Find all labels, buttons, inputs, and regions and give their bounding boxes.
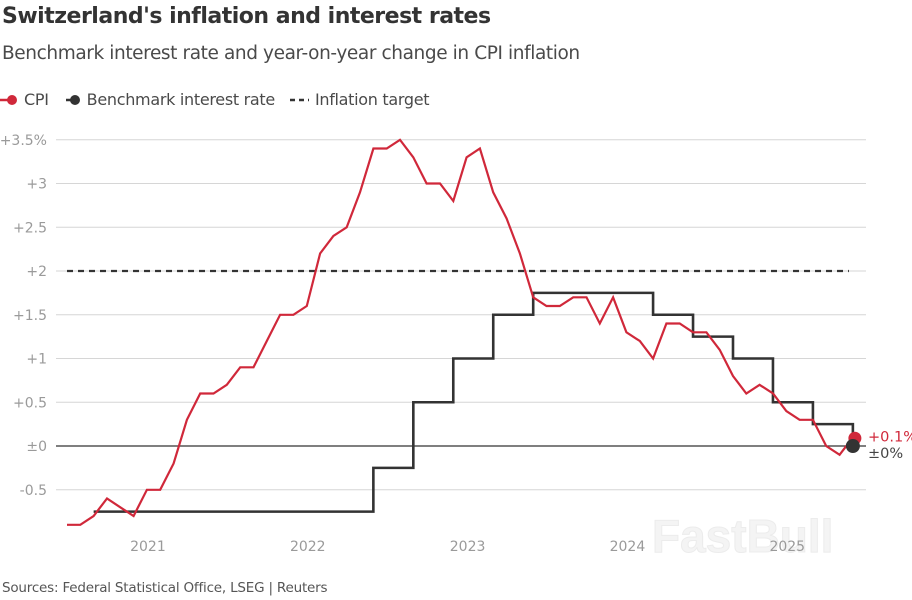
y-tick-label: +2 (26, 264, 47, 280)
y-tick-label: +3.5% (0, 133, 47, 149)
benchmark-rate-line (93, 291, 855, 513)
legend-label-benchmark-rate: Benchmark interest rate (86, 90, 276, 109)
legend-item-benchmark-rate: Benchmark interest rate (63, 90, 275, 109)
x-tick-label: 2021 (130, 539, 166, 555)
source-note: Sources: Federal Statistical Office, LSE… (2, 580, 328, 596)
x-tick-label: 2022 (290, 539, 326, 555)
x-tick-label: 2023 (450, 539, 486, 555)
y-tick-label: +1.5 (13, 308, 47, 324)
chart-title: Switzerland's inflation and interest rat… (2, 4, 491, 29)
watermark: FastBull (652, 510, 834, 563)
x-axis-ticks: 2021 2022 2023 2024 2025 (130, 539, 805, 555)
cpi-series (66, 138, 854, 526)
legend-item-cpi: CPI (0, 90, 49, 109)
y-tick-label: +3 (26, 177, 47, 193)
gridlines (56, 139, 866, 491)
legend-item-inflation-target: Inflation target (289, 90, 430, 109)
rate-line-dot-icon (65, 94, 80, 105)
cpi-end-label: +0.1% (868, 429, 912, 445)
legend: CPI Benchmark interest rate Inflation ta… (0, 90, 443, 109)
benchmark-rate-series (93, 291, 855, 513)
cpi-line-dot-icon (0, 94, 17, 105)
rate-end-marker (845, 439, 860, 453)
rate-end-label: ±0% (868, 446, 903, 462)
legend-label-inflation-target: Inflation target (314, 90, 430, 109)
dashed-line-icon (289, 98, 309, 101)
legend-label-cpi: CPI (24, 90, 49, 109)
end-markers: +0.1%±0% (845, 429, 912, 462)
chart-subtitle: Benchmark interest rate and year-on-year… (2, 43, 580, 64)
y-axis-ticks: -0.5 ±0 +0.5 +1 +1.5 +2 +2.5 +3 +3.5% (0, 133, 47, 499)
x-tick-label: 2025 (769, 539, 805, 555)
watermark-text: FastBull (652, 510, 833, 562)
x-tick-label: 2024 (610, 539, 646, 555)
y-tick-label: ±0 (26, 439, 47, 455)
y-tick-label: -0.5 (20, 483, 47, 499)
cpi-line (67, 138, 854, 526)
y-tick-label: +0.5 (13, 395, 47, 411)
y-tick-label: +2.5 (13, 220, 47, 236)
y-tick-label: +1 (26, 352, 47, 368)
